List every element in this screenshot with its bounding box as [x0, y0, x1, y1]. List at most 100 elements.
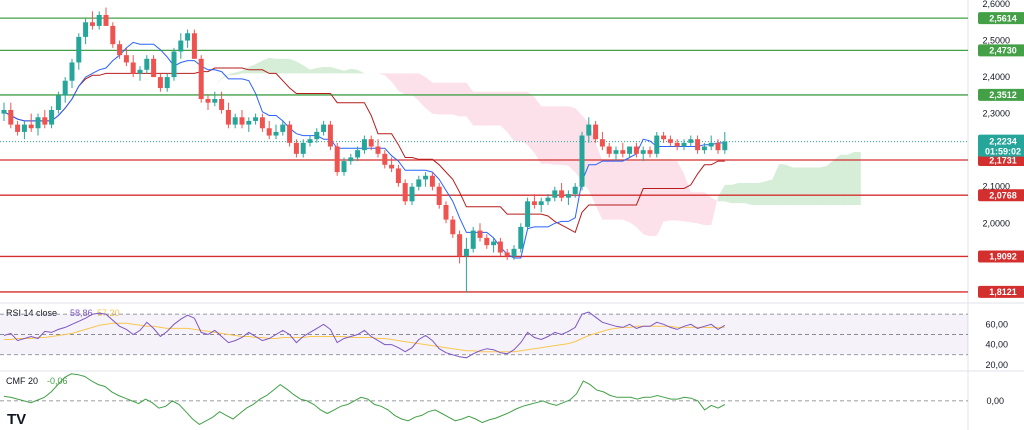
candle[interactable] [463, 237, 469, 293]
candle[interactable] [518, 223, 524, 253]
candle[interactable] [593, 120, 599, 143]
candle[interactable] [695, 135, 701, 154]
candle[interactable] [314, 128, 320, 143]
candle[interactable] [565, 190, 571, 205]
candle[interactable] [395, 164, 401, 187]
candle[interactable] [83, 18, 89, 45]
candle[interactable] [144, 55, 150, 74]
candle[interactable] [1, 102, 7, 121]
candle[interactable] [633, 142, 639, 158]
candle[interactable] [62, 77, 68, 103]
candle[interactable] [321, 120, 327, 136]
candle[interactable] [436, 183, 442, 209]
tradingview-logo[interactable]: TV [7, 411, 26, 428]
candle[interactable] [429, 172, 435, 191]
candle[interactable] [559, 183, 565, 202]
candle[interactable] [280, 120, 286, 136]
candle[interactable] [708, 135, 714, 151]
candle[interactable] [49, 106, 55, 129]
candle[interactable] [219, 91, 225, 114]
candle[interactable] [552, 186, 558, 202]
candle[interactable] [69, 58, 75, 89]
candle[interactable] [654, 131, 660, 158]
candle[interactable] [232, 113, 238, 129]
candle[interactable] [76, 33, 82, 70]
candle[interactable] [701, 142, 707, 154]
candle[interactable] [164, 73, 170, 92]
candle[interactable] [368, 135, 374, 151]
candle[interactable] [681, 139, 687, 151]
candle[interactable] [640, 146, 646, 162]
candle[interactable] [178, 33, 184, 59]
candle[interactable] [137, 66, 143, 81]
candle[interactable] [8, 102, 14, 129]
candle[interactable] [246, 117, 252, 132]
candle[interactable] [123, 47, 129, 67]
candle[interactable] [21, 120, 27, 140]
candle[interactable] [457, 230, 463, 264]
candle[interactable] [423, 172, 429, 187]
candle[interactable] [416, 175, 422, 191]
candle[interactable] [484, 234, 490, 249]
candle[interactable] [443, 201, 449, 224]
candle[interactable] [402, 179, 408, 205]
candle[interactable] [96, 11, 102, 30]
candle[interactable] [259, 113, 265, 132]
candle[interactable] [327, 120, 333, 151]
candle[interactable] [627, 146, 633, 158]
candle[interactable] [253, 113, 259, 125]
candle[interactable] [191, 29, 197, 59]
candle[interactable] [572, 183, 578, 198]
price-axis[interactable]: 2,60002,50002,40002,30002,20002,10002,00… [978, 0, 1024, 298]
candle[interactable] [599, 131, 605, 151]
cmf-pane[interactable]: CMF 20 -0,06 0,00 [0, 373, 1004, 425]
candle[interactable] [225, 102, 231, 129]
candle[interactable] [688, 135, 694, 147]
candle[interactable] [15, 120, 21, 136]
candle[interactable] [667, 135, 673, 147]
candle[interactable] [157, 73, 163, 92]
candle[interactable] [55, 91, 61, 114]
candle[interactable] [511, 245, 517, 260]
candle[interactable] [348, 153, 354, 165]
candle[interactable] [341, 157, 347, 176]
candle[interactable] [103, 7, 109, 26]
candle[interactable] [205, 95, 211, 110]
candle[interactable] [287, 120, 293, 147]
candle[interactable] [361, 135, 367, 154]
candle[interactable] [375, 139, 381, 158]
candle[interactable] [35, 113, 41, 136]
candle[interactable] [647, 146, 653, 158]
candle[interactable] [266, 120, 272, 140]
candle[interactable] [28, 113, 34, 132]
candle[interactable] [89, 11, 95, 30]
candle[interactable] [538, 197, 544, 213]
candle[interactable] [409, 183, 415, 205]
candle[interactable] [239, 109, 245, 129]
candle[interactable] [110, 22, 116, 48]
candle[interactable] [273, 124, 279, 140]
candle[interactable] [531, 194, 537, 209]
candle[interactable] [185, 29, 191, 48]
candle[interactable] [117, 40, 123, 59]
candle[interactable] [491, 237, 497, 253]
candle[interactable] [661, 131, 667, 143]
candle[interactable] [470, 226, 476, 253]
candle[interactable] [171, 47, 177, 81]
candle[interactable] [42, 109, 48, 129]
candle[interactable] [715, 139, 721, 154]
candle[interactable] [382, 150, 388, 169]
candle[interactable] [300, 139, 306, 158]
candle[interactable] [722, 131, 728, 154]
candle[interactable] [606, 142, 612, 158]
candle[interactable] [307, 135, 313, 147]
rsi-pane[interactable]: RSI 14 close 58,86 57,20 60,00 40,00 20,00 [0, 308, 1008, 370]
candle[interactable] [151, 55, 157, 78]
candle[interactable] [198, 55, 204, 103]
candle[interactable] [130, 55, 136, 78]
candle[interactable] [212, 91, 218, 107]
candle[interactable] [579, 131, 585, 191]
candle[interactable] [525, 197, 531, 231]
candle[interactable] [620, 142, 626, 158]
